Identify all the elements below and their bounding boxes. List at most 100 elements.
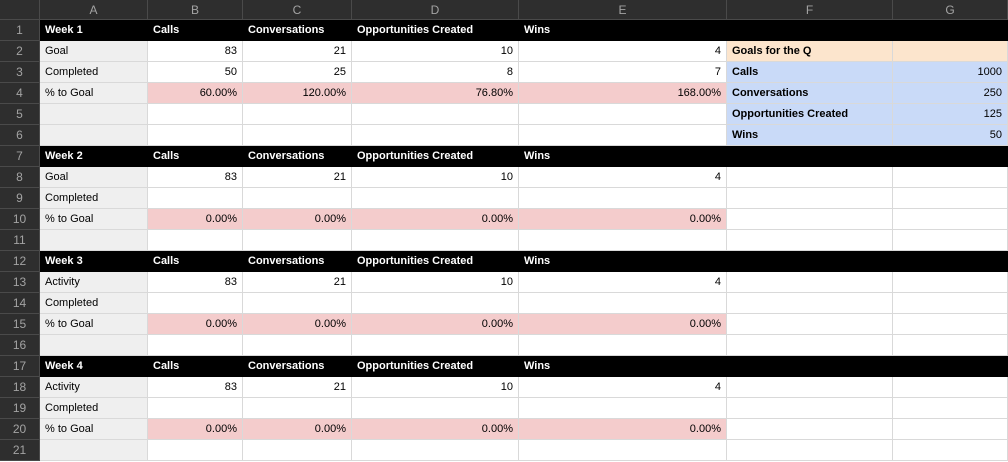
cell-A11[interactable] [40, 230, 148, 251]
cell-B6[interactable] [148, 125, 243, 146]
cell-F20[interactable] [727, 419, 893, 440]
cell-A2[interactable]: Goal [40, 41, 148, 62]
cell-B18[interactable]: 83 [148, 377, 243, 398]
cell-E8[interactable]: 4 [519, 167, 727, 188]
cell-C2[interactable]: 21 [243, 41, 352, 62]
cell-F3[interactable]: Calls [727, 62, 893, 83]
cell-G21[interactable] [893, 440, 1008, 461]
row-header-7[interactable]: 7 [0, 146, 40, 167]
cell-B21[interactable] [148, 440, 243, 461]
cell-A15[interactable]: % to Goal [40, 314, 148, 335]
cell-E20[interactable]: 0.00% [519, 419, 727, 440]
cell-D21[interactable] [352, 440, 519, 461]
cell-A7[interactable]: Week 2 [40, 146, 148, 167]
column-header-G[interactable]: G [893, 0, 1008, 20]
row-header-20[interactable]: 20 [0, 419, 40, 440]
row-header-9[interactable]: 9 [0, 188, 40, 209]
row-header-11[interactable]: 11 [0, 230, 40, 251]
cell-C6[interactable] [243, 125, 352, 146]
cell-A13[interactable]: Activity [40, 272, 148, 293]
cell-B20[interactable]: 0.00% [148, 419, 243, 440]
cell-F7[interactable] [727, 146, 893, 167]
cell-D11[interactable] [352, 230, 519, 251]
cell-F9[interactable] [727, 188, 893, 209]
cell-E4[interactable]: 168.00% [519, 83, 727, 104]
cell-G1[interactable] [893, 20, 1008, 41]
cell-F19[interactable] [727, 398, 893, 419]
column-header-C[interactable]: C [243, 0, 352, 20]
cell-A17[interactable]: Week 4 [40, 356, 148, 377]
cell-D12[interactable]: Opportunities Created [352, 251, 519, 272]
cell-B15[interactable]: 0.00% [148, 314, 243, 335]
cell-A3[interactable]: Completed [40, 62, 148, 83]
cell-A18[interactable]: Activity [40, 377, 148, 398]
cell-A19[interactable]: Completed [40, 398, 148, 419]
cell-C11[interactable] [243, 230, 352, 251]
cell-G15[interactable] [893, 314, 1008, 335]
cell-F16[interactable] [727, 335, 893, 356]
cell-C19[interactable] [243, 398, 352, 419]
cell-F8[interactable] [727, 167, 893, 188]
cell-G19[interactable] [893, 398, 1008, 419]
cell-D8[interactable]: 10 [352, 167, 519, 188]
cell-C18[interactable]: 21 [243, 377, 352, 398]
cell-G16[interactable] [893, 335, 1008, 356]
cell-C3[interactable]: 25 [243, 62, 352, 83]
cell-B3[interactable]: 50 [148, 62, 243, 83]
cell-D4[interactable]: 76.80% [352, 83, 519, 104]
cell-F5[interactable]: Opportunities Created [727, 104, 893, 125]
cell-F10[interactable] [727, 209, 893, 230]
cell-G8[interactable] [893, 167, 1008, 188]
cell-G9[interactable] [893, 188, 1008, 209]
cell-A9[interactable]: Completed [40, 188, 148, 209]
cell-A4[interactable]: % to Goal [40, 83, 148, 104]
cell-E9[interactable] [519, 188, 727, 209]
cell-A8[interactable]: Goal [40, 167, 148, 188]
cell-G5[interactable]: 125 [893, 104, 1008, 125]
cell-D10[interactable]: 0.00% [352, 209, 519, 230]
cell-C16[interactable] [243, 335, 352, 356]
column-header-F[interactable]: F [727, 0, 893, 20]
cell-B10[interactable]: 0.00% [148, 209, 243, 230]
cell-C9[interactable] [243, 188, 352, 209]
cell-C13[interactable]: 21 [243, 272, 352, 293]
cell-D17[interactable]: Opportunities Created [352, 356, 519, 377]
cell-B14[interactable] [148, 293, 243, 314]
cell-A20[interactable]: % to Goal [40, 419, 148, 440]
row-header-1[interactable]: 1 [0, 20, 40, 41]
cell-G18[interactable] [893, 377, 1008, 398]
cell-E19[interactable] [519, 398, 727, 419]
cell-A6[interactable] [40, 125, 148, 146]
row-header-2[interactable]: 2 [0, 41, 40, 62]
row-header-13[interactable]: 13 [0, 272, 40, 293]
cell-C15[interactable]: 0.00% [243, 314, 352, 335]
cell-E16[interactable] [519, 335, 727, 356]
cell-F21[interactable] [727, 440, 893, 461]
cell-E11[interactable] [519, 230, 727, 251]
cell-B11[interactable] [148, 230, 243, 251]
cell-E17[interactable]: Wins [519, 356, 727, 377]
cell-C20[interactable]: 0.00% [243, 419, 352, 440]
cell-D2[interactable]: 10 [352, 41, 519, 62]
cell-E12[interactable]: Wins [519, 251, 727, 272]
cell-C4[interactable]: 120.00% [243, 83, 352, 104]
column-header-D[interactable]: D [352, 0, 519, 20]
cell-D6[interactable] [352, 125, 519, 146]
cell-D16[interactable] [352, 335, 519, 356]
cell-G7[interactable] [893, 146, 1008, 167]
row-header-5[interactable]: 5 [0, 104, 40, 125]
cell-A1[interactable]: Week 1 [40, 20, 148, 41]
cell-D7[interactable]: Opportunities Created [352, 146, 519, 167]
cell-C8[interactable]: 21 [243, 167, 352, 188]
cell-G20[interactable] [893, 419, 1008, 440]
cell-B8[interactable]: 83 [148, 167, 243, 188]
cell-C21[interactable] [243, 440, 352, 461]
cell-B17[interactable]: Calls [148, 356, 243, 377]
cell-G4[interactable]: 250 [893, 83, 1008, 104]
cell-A14[interactable]: Completed [40, 293, 148, 314]
cell-E14[interactable] [519, 293, 727, 314]
cell-B4[interactable]: 60.00% [148, 83, 243, 104]
cell-D20[interactable]: 0.00% [352, 419, 519, 440]
cell-F13[interactable] [727, 272, 893, 293]
cell-D13[interactable]: 10 [352, 272, 519, 293]
